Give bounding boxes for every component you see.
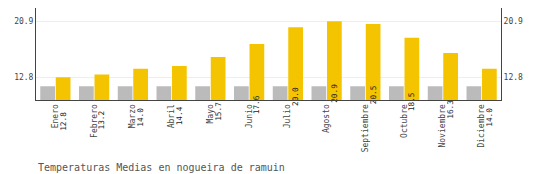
svg-text:Diciembre: Diciembre xyxy=(477,104,486,148)
svg-text:20.9: 20.9 xyxy=(504,17,523,26)
svg-text:Octubre: Octubre xyxy=(400,104,409,138)
svg-text:16.3: 16.3 xyxy=(446,100,455,119)
svg-text:12.8: 12.8 xyxy=(59,112,68,131)
svg-text:Febrero: Febrero xyxy=(90,104,99,138)
svg-text:Abril: Abril xyxy=(167,104,176,128)
svg-text:12.8: 12.8 xyxy=(14,73,33,82)
svg-text:14.0: 14.0 xyxy=(485,108,494,127)
svg-text:18.5: 18.5 xyxy=(407,92,416,111)
svg-text:Marzo: Marzo xyxy=(128,104,137,128)
svg-text:20.0: 20.0 xyxy=(291,87,300,106)
svg-text:14.4: 14.4 xyxy=(175,106,184,125)
svg-text:20.9: 20.9 xyxy=(14,17,33,26)
svg-text:20.5: 20.5 xyxy=(369,85,378,104)
svg-text:13.2: 13.2 xyxy=(97,111,106,130)
svg-text:Mayo: Mayo xyxy=(206,104,215,123)
svg-text:Temperaturas Medias en nogueir: Temperaturas Medias en nogueira de ramui… xyxy=(38,162,285,173)
svg-text:14.0: 14.0 xyxy=(136,108,145,127)
svg-text:Noviembre: Noviembre xyxy=(438,104,447,148)
svg-text:Agosto: Agosto xyxy=(322,104,331,133)
svg-text:Septiembre: Septiembre xyxy=(361,104,370,152)
svg-text:17.6: 17.6 xyxy=(252,95,261,114)
svg-text:12.8: 12.8 xyxy=(504,73,523,82)
svg-text:Enero: Enero xyxy=(51,104,60,128)
svg-text:15.7: 15.7 xyxy=(214,102,223,121)
svg-text:Junio: Junio xyxy=(245,104,254,128)
svg-text:Julio: Julio xyxy=(283,104,292,128)
svg-text:20.9: 20.9 xyxy=(330,84,339,103)
